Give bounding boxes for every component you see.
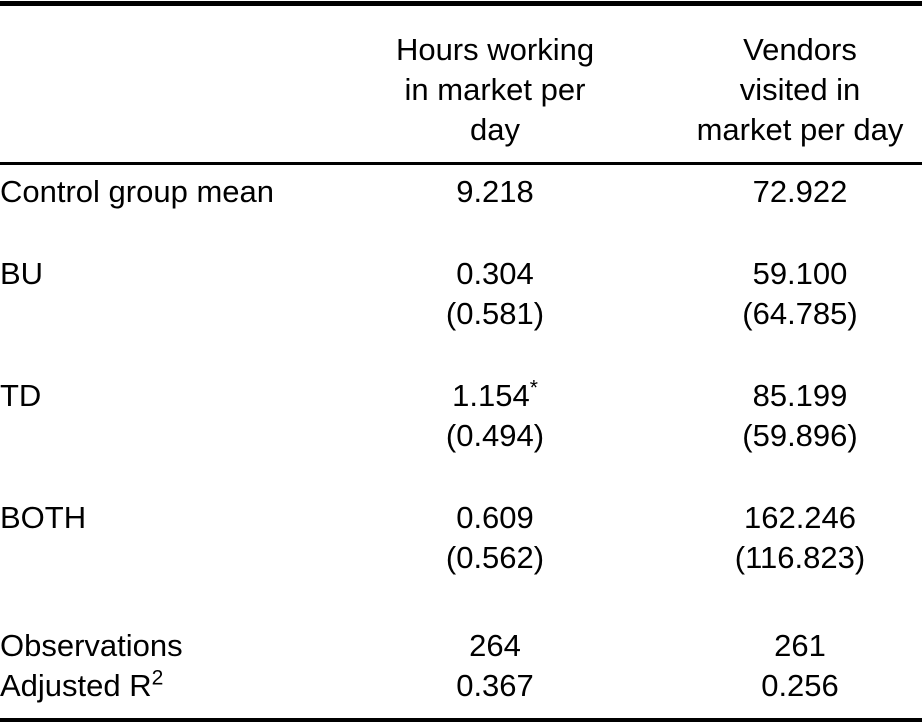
bu-hours-standard-error: (0.581) — [445, 296, 545, 331]
table-row-bu: BU 0.304 (0.581) 59.100 (64.785) — [0, 254, 922, 376]
td-hours-standard-error: (0.494) — [445, 418, 545, 453]
control-mean-hours-value: 9.218 — [456, 174, 534, 209]
header-spacer-cell — [0, 6, 312, 165]
table-row-both: BOTH 0.609 (0.562) 162.246 (116.823) — [0, 498, 922, 626]
table-row-td: TD 1.154* (0.494) 85.199 (59.896) — [0, 376, 922, 498]
bottom-rule — [0, 718, 922, 722]
bu-vendors-standard-error: (64.785) — [742, 296, 858, 331]
estimate-value: 1.154 — [452, 378, 530, 413]
adjusted-r2-superscript: 2 — [151, 666, 164, 690]
bu-vendors-cell: 59.100 (64.785) — [678, 254, 922, 376]
td-hours-estimate: 1.154* — [312, 376, 678, 416]
column-header-vendors-visited: Vendors visited in market per day — [678, 6, 922, 165]
control-mean-vendors-value: 72.922 — [752, 174, 848, 209]
top-rule — [0, 1, 922, 6]
table-row-observations: Observations 264 261 — [0, 626, 922, 666]
table-row-control-group-mean: Control group mean 9.218 72.922 — [0, 164, 922, 255]
regression-table: Hours working in market per day Vendors … — [0, 6, 922, 718]
estimate-value: 0.609 — [456, 500, 534, 535]
bu-vendors-estimate: 59.100 — [678, 254, 922, 294]
row-label-observations: Observations — [0, 628, 183, 663]
table-row-adjusted-r2: Adjusted R2 0.367 0.256 — [0, 666, 922, 718]
estimate-value: 59.100 — [752, 256, 848, 291]
both-vendors-standard-error: (116.823) — [734, 540, 866, 575]
bu-hours-cell: 0.304 (0.581) — [312, 254, 678, 376]
table-header: Hours working in market per day Vendors … — [0, 6, 922, 165]
adjusted-r2-label-text: Adjusted R — [0, 668, 152, 703]
row-label-control-group-mean: Control group mean — [0, 174, 274, 209]
bu-hours-estimate: 0.304 — [312, 254, 678, 294]
td-vendors-standard-error: (59.896) — [742, 418, 858, 453]
row-label-both: BOTH — [0, 500, 87, 535]
td-vendors-cell: 85.199 (59.896) — [678, 376, 922, 498]
row-label-adjusted-r2: Adjusted R2 — [0, 666, 312, 718]
td-vendors-estimate: 85.199 — [678, 376, 922, 416]
adjusted-r2-vendors-value: 0.256 — [761, 668, 839, 703]
estimate-value: 0.304 — [456, 256, 534, 291]
column-header-hours-working: Hours working in market per day — [312, 6, 678, 165]
adjusted-r2-hours-value: 0.367 — [456, 668, 534, 703]
both-hours-cell: 0.609 (0.562) — [312, 498, 678, 626]
td-hours-cell: 1.154* (0.494) — [312, 376, 678, 498]
header-row: Hours working in market per day Vendors … — [0, 6, 922, 165]
both-hours-estimate: 0.609 — [312, 498, 678, 538]
both-hours-standard-error: (0.562) — [445, 540, 545, 575]
both-vendors-estimate: 162.246 — [678, 498, 922, 538]
table-body: Control group mean 9.218 72.922 BU 0.304… — [0, 164, 922, 719]
estimate-value: 85.199 — [752, 378, 848, 413]
observations-hours-value: 264 — [469, 628, 521, 663]
estimate-value: 162.246 — [743, 500, 857, 535]
both-vendors-cell: 162.246 (116.823) — [678, 498, 922, 626]
row-label-bu: BU — [0, 256, 44, 291]
significance-stars: * — [529, 376, 538, 400]
observations-vendors-value: 261 — [774, 628, 826, 663]
row-label-td: TD — [0, 378, 42, 413]
